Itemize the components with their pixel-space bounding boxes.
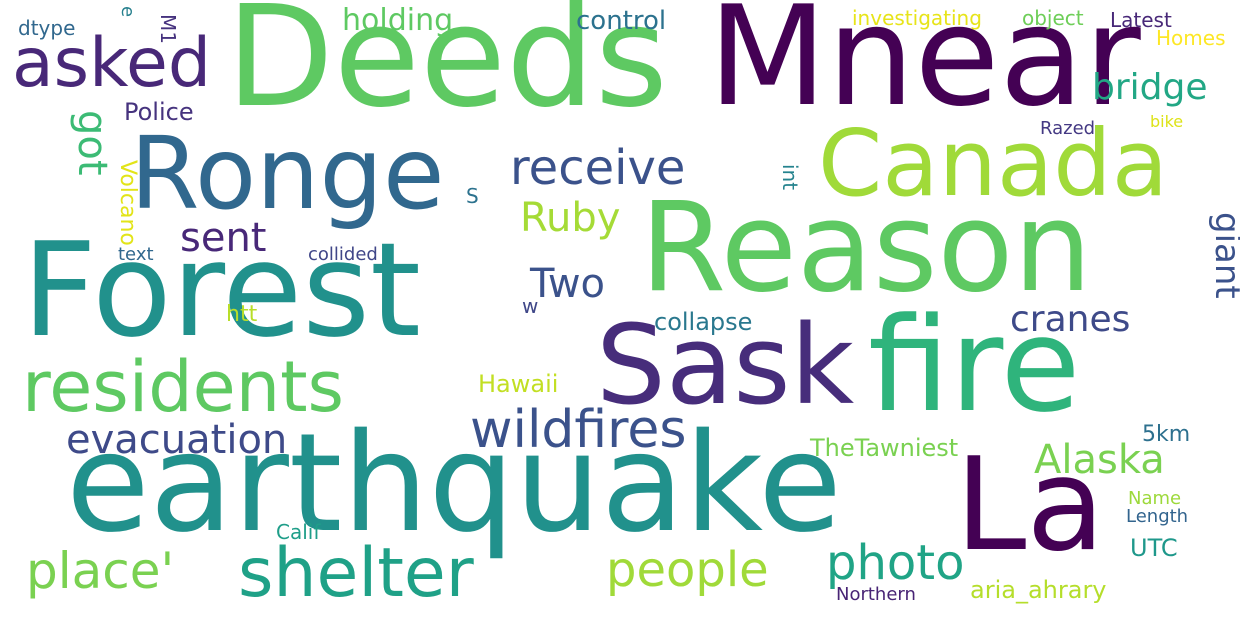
word-asked: asked — [12, 24, 212, 103]
word-northern: Northern — [836, 584, 916, 605]
word-ruby: Ruby — [520, 195, 621, 241]
word-e: e — [117, 6, 138, 18]
word-aria-ahrary: aria_ahrary — [970, 576, 1107, 604]
word-la: La — [955, 431, 1105, 580]
word-control: control — [576, 6, 667, 36]
word-htt: htt — [226, 302, 258, 327]
word-bike: bike — [1150, 112, 1184, 131]
word-sent: sent — [180, 215, 267, 261]
word-m1: M1 — [156, 14, 180, 44]
word-collided: collided — [308, 244, 378, 265]
word-razed: Razed — [1040, 118, 1096, 139]
word-giant: giant — [1207, 212, 1240, 299]
word-reason: Reason — [640, 176, 1092, 320]
word-5km: 5km — [1142, 422, 1191, 447]
word-int: int — [778, 164, 802, 191]
word-ronge: Ronge — [130, 115, 445, 232]
word-length: Length — [1126, 506, 1189, 527]
word-earthquake: earthquake — [66, 405, 842, 563]
word-collapse: collapse — [654, 308, 753, 336]
word-evacuation: evacuation — [66, 417, 288, 463]
word-dtype: dtype — [18, 16, 76, 40]
word-holding: holding — [342, 3, 454, 38]
word-people: people — [606, 542, 769, 598]
word-calif: Calif — [276, 520, 321, 544]
word-forest: Forest — [22, 214, 421, 366]
word-mnear: Mnear — [708, 0, 1141, 137]
word-place: place' — [26, 542, 175, 600]
word-thetawniest: TheTawniest — [810, 434, 959, 462]
word-utc: UTC — [1130, 534, 1178, 562]
word-police: Police — [124, 98, 194, 126]
word-cranes: cranes — [1010, 299, 1131, 340]
word-text: text — [118, 244, 154, 265]
word-canada: Canada — [818, 110, 1169, 217]
word-sask: Sask — [596, 301, 855, 429]
word-two: Two — [530, 261, 605, 307]
word-investigating: investigating — [852, 6, 982, 30]
word-latest: Latest — [1110, 8, 1172, 32]
word-alaska: Alaska — [1034, 437, 1165, 483]
word-photo: photo — [826, 535, 965, 591]
word-name: Name — [1128, 488, 1182, 509]
word-got: got — [69, 110, 115, 176]
word-shelter: shelter — [238, 534, 474, 613]
word-receive: receive — [510, 140, 686, 196]
word-object: object — [1022, 6, 1084, 30]
word-homes: Homes — [1156, 26, 1226, 50]
word-residents: residents — [22, 346, 345, 428]
word-deeds: Deeds — [226, 0, 668, 139]
word-bridge: bridge — [1092, 67, 1208, 108]
word-volcano: Volcano — [115, 160, 140, 246]
word-s: S — [466, 184, 479, 208]
word-fire: fire — [868, 289, 1081, 441]
word-hawaii: Hawaii — [478, 370, 559, 398]
word-w: w — [522, 294, 539, 318]
word-wildfires: wildfires — [470, 400, 687, 460]
